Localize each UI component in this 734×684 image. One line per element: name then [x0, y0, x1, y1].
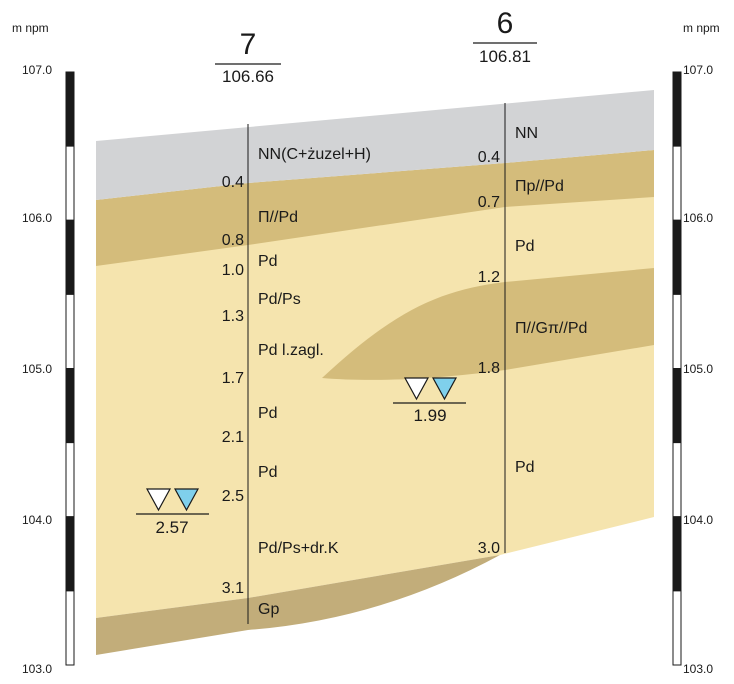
depth-label: 3.1 [222, 580, 244, 597]
depth-label: 0.4 [222, 174, 244, 191]
borehole-7-depths: 0.4 0.8 1.0 1.3 1.7 2.1 2.5 3.1 [222, 174, 244, 597]
scale-segment [672, 590, 682, 666]
layer-label: Pd [515, 459, 535, 476]
layer-nn [96, 90, 654, 200]
scale-segment [65, 219, 75, 295]
borehole-number: 6 [497, 7, 514, 40]
unit-label-right: m npm [683, 21, 720, 35]
layer-label: Π//Pd [258, 209, 298, 226]
layer-label: Pd [258, 464, 278, 481]
depth-label: 0.8 [222, 232, 244, 249]
layer-label: NN(C+żuzel+H) [258, 146, 371, 163]
tick-label: 103.0 [683, 662, 713, 676]
water-outline-triangle-icon [145, 488, 172, 512]
scale-segment [672, 516, 682, 592]
tick-label: 104.0 [683, 513, 713, 527]
layer-lens [322, 268, 654, 380]
depth-label: 3.0 [478, 540, 500, 557]
layer-label: Pd l.zagl. [258, 342, 324, 359]
depth-label: 0.7 [478, 194, 500, 211]
scale-segment [65, 442, 75, 518]
scale-segment [65, 368, 75, 444]
water-filled-triangle-icon [431, 377, 458, 401]
layer-label: Pd [515, 238, 535, 255]
water-table-6: 1.99 [393, 377, 466, 425]
tick-label: 105.0 [22, 362, 52, 376]
borehole-6-depths: 0.4 0.7 1.2 1.8 3.0 [478, 149, 500, 557]
layer-tan-upper [96, 150, 654, 266]
borehole-elevation: 106.66 [222, 67, 274, 86]
borehole-7-header: 7 106.66 [215, 28, 281, 86]
water-table-7: 2.57 [136, 488, 209, 537]
borehole-number: 7 [240, 28, 257, 61]
scale-segment [65, 71, 75, 147]
scale-ticks-right: 107.0 106.0 105.0 104.0 103.0 [683, 63, 713, 676]
scale-segment [65, 293, 75, 369]
layer-label: Pd/Ps+dr.K [258, 540, 339, 557]
tick-label: 107.0 [22, 63, 52, 77]
scale-ticks-left: 107.0 106.0 105.0 104.0 103.0 [22, 63, 52, 676]
water-outline-triangle-icon [403, 377, 430, 401]
depth-label: 1.2 [478, 269, 500, 286]
unit-label-left: m npm [12, 21, 49, 35]
water-filled-triangle-icon [173, 488, 200, 512]
depth-label: 2.5 [222, 488, 244, 505]
scale-segment [65, 590, 75, 666]
borehole-6-header: 6 106.81 [473, 7, 537, 66]
scale-segment [672, 368, 682, 444]
depth-label: 1.7 [222, 370, 244, 387]
depth-label: 2.1 [222, 429, 244, 446]
layer-label: Pd [258, 253, 278, 270]
layer-label: Pd [258, 405, 278, 422]
borehole-elevation: 106.81 [479, 47, 531, 66]
depth-label: 0.4 [478, 149, 500, 166]
layer-label: Pd/Ps [258, 291, 301, 308]
layer-label: Пр//Pd [515, 178, 564, 195]
layer-gp [96, 555, 500, 655]
scale-segment [672, 442, 682, 518]
scale-segment [672, 145, 682, 221]
layer-label: NN [515, 125, 538, 142]
layer-label: Π//Gπ//Pd [515, 320, 587, 337]
tick-label: 104.0 [22, 513, 52, 527]
tick-label: 103.0 [22, 662, 52, 676]
layer-label: Gp [258, 601, 279, 618]
depth-label: 1.3 [222, 308, 244, 325]
depth-label: 1.0 [222, 262, 244, 279]
tick-label: 105.0 [683, 362, 713, 376]
scale-bar-left [65, 71, 75, 666]
water-level-label: 1.99 [413, 406, 446, 425]
scale-segment [65, 516, 75, 592]
scale-segment [672, 71, 682, 147]
scale-segment [672, 293, 682, 369]
borehole-7-layers: NN(C+żuzel+H) Π//Pd Pd Pd/Ps Pd l.zagl. … [258, 146, 371, 618]
water-level-label: 2.57 [155, 518, 188, 537]
scale-segment [672, 219, 682, 295]
tick-label: 107.0 [683, 63, 713, 77]
tick-label: 106.0 [683, 211, 713, 225]
soil-layers [96, 90, 654, 655]
scale-bar-right [672, 71, 682, 666]
borehole-6-layers: NN Пр//Pd Pd Π//Gπ//Pd Pd [515, 125, 587, 476]
depth-label: 1.8 [478, 360, 500, 377]
tick-label: 106.0 [22, 211, 52, 225]
scale-segment [65, 145, 75, 221]
